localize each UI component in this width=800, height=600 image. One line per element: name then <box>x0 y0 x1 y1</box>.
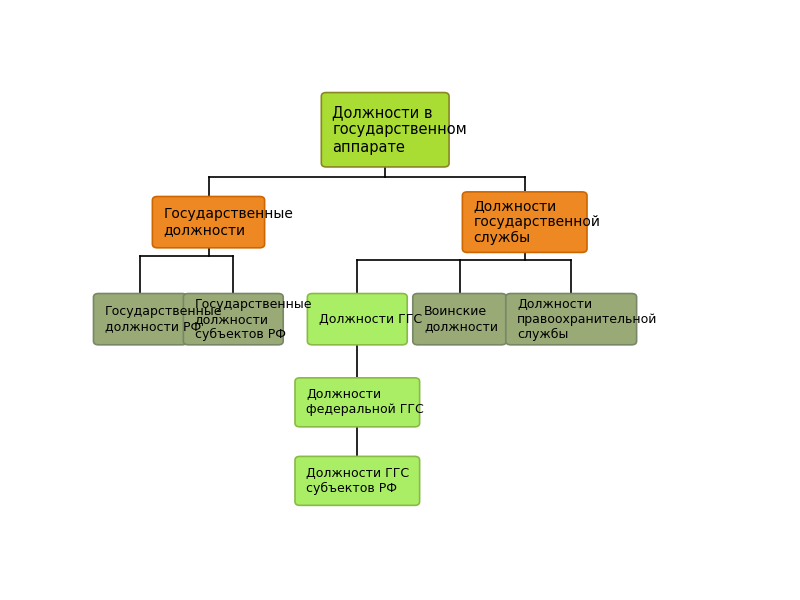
Text: Должности в
государственном
аппарате: Должности в государственном аппарате <box>333 105 467 155</box>
Text: Воинские
должности: Воинские должности <box>424 305 498 333</box>
FancyBboxPatch shape <box>295 378 420 427</box>
FancyBboxPatch shape <box>413 293 506 345</box>
FancyBboxPatch shape <box>322 92 449 167</box>
FancyBboxPatch shape <box>462 192 587 253</box>
FancyBboxPatch shape <box>506 293 637 345</box>
FancyBboxPatch shape <box>152 197 265 248</box>
Text: Должности
государственной
службы: Должности государственной службы <box>474 199 601 245</box>
FancyBboxPatch shape <box>183 293 283 345</box>
FancyBboxPatch shape <box>307 293 407 345</box>
Text: Должности ГГС: Должности ГГС <box>318 313 422 326</box>
Text: Государственные
должности
субъектов РФ: Государственные должности субъектов РФ <box>194 298 312 341</box>
Text: Государственные
должности: Государственные должности <box>163 207 294 237</box>
Text: Государственные
должности РФ: Государственные должности РФ <box>105 305 222 333</box>
Text: Должности ГГС
субъектов РФ: Должности ГГС субъектов РФ <box>306 467 410 495</box>
Text: Должности
правоохранительной
службы: Должности правоохранительной службы <box>517 298 658 341</box>
Text: Должности
федеральной ГГС: Должности федеральной ГГС <box>306 388 424 416</box>
FancyBboxPatch shape <box>94 293 187 345</box>
FancyBboxPatch shape <box>295 457 420 505</box>
